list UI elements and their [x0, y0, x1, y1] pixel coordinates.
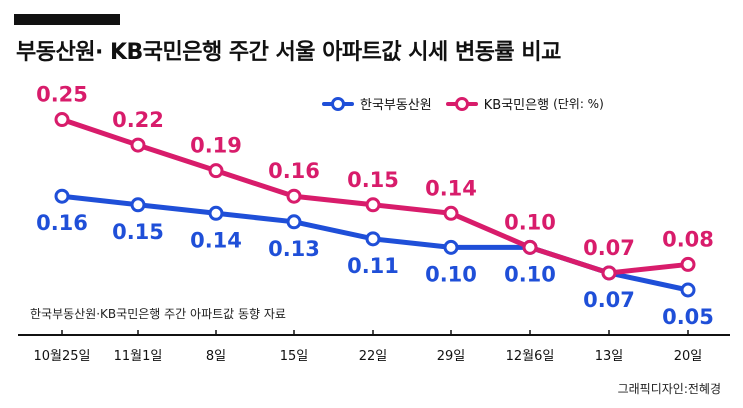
data-point [443, 205, 459, 221]
data-point [130, 197, 146, 213]
legend-item-blue: 한국부동산원 [322, 94, 432, 113]
chart-title: 부동산원· KB국민은행 주간 서울 아파트값 시세 변동률 비교 [16, 40, 561, 65]
data-point [208, 163, 224, 179]
data-label: 0.07 [583, 288, 635, 312]
legend-label-blue: 한국부동산원 [360, 98, 432, 113]
data-point [365, 231, 381, 247]
data-label: 0.10 [504, 262, 556, 286]
data-point [54, 188, 70, 204]
source-note: 한국부동산원·KB국민은행 주간 아파트값 동향 자료 [30, 307, 286, 321]
data-point [601, 265, 617, 281]
data-label: 0.22 [112, 108, 164, 132]
x-tick-label: 12월6일 [506, 349, 555, 364]
data-point [680, 282, 696, 298]
top-rule [14, 14, 120, 25]
x-tick-label: 10월25일 [33, 349, 90, 364]
data-label: 0.05 [662, 305, 714, 329]
data-label: 0.11 [347, 254, 399, 278]
data-label: 0.15 [112, 220, 164, 244]
x-tick-label: 8일 [206, 349, 226, 364]
x-tick-label: 15일 [280, 349, 309, 364]
data-point [130, 137, 146, 153]
legend: 한국부동산원 KB국민은행 (단위: %) [322, 94, 618, 113]
data-label: 0.15 [347, 168, 399, 192]
data-point [54, 112, 70, 128]
data-point [443, 239, 459, 255]
data-point [522, 239, 538, 255]
data-label: 0.10 [425, 262, 477, 286]
data-label: 0.07 [583, 236, 635, 260]
data-point [680, 256, 696, 272]
data-label: 0.10 [504, 210, 556, 234]
legend-label-pink: KB국민은행 [483, 98, 550, 113]
credit: 그래픽디자인:전혜경 [617, 382, 721, 396]
data-label: 0.08 [662, 227, 714, 251]
legend-item-pink: KB국민은행 (단위: %) [445, 94, 604, 113]
x-tick-label: 29일 [437, 349, 466, 364]
x-tick-label: 13일 [595, 349, 624, 364]
data-label: 0.14 [190, 228, 242, 252]
unit-label: (단위: %) [553, 97, 604, 111]
data-label: 0.16 [268, 159, 320, 183]
data-label: 0.19 [190, 134, 242, 158]
legend-swatch-pink [445, 96, 478, 111]
legend-swatch-blue [322, 96, 354, 111]
data-label: 0.25 [36, 83, 88, 107]
data-label: 0.14 [425, 176, 477, 200]
data-point [286, 214, 302, 230]
x-tick-label: 22일 [359, 349, 388, 364]
data-point [286, 188, 302, 204]
data-point [208, 205, 224, 221]
data-label: 0.13 [268, 237, 320, 261]
x-tick-label: 20일 [674, 349, 703, 364]
data-point [365, 197, 381, 213]
x-tick-label: 11월1일 [114, 349, 163, 364]
data-label: 0.16 [36, 211, 88, 235]
